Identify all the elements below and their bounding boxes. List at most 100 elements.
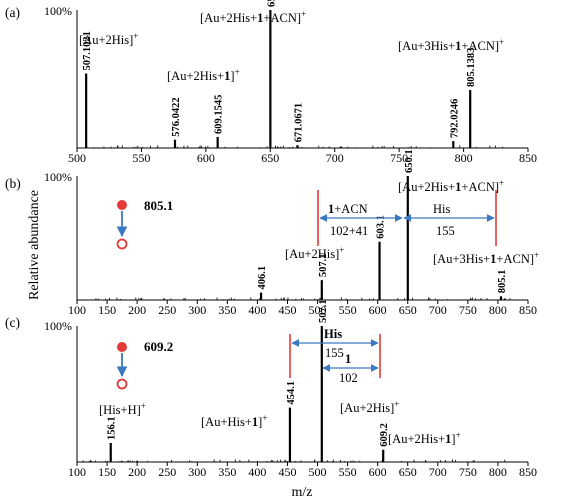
panel-c-bracket-1: 1 102: [322, 352, 379, 385]
panel-a-peak-label: 792.0246: [449, 99, 460, 138]
panel-a-peak-label: 650.0653: [266, 0, 277, 7]
panel-b: (b) 100% Relative abundance 100 150 200 250…: [5, 149, 539, 317]
x-axis-title: m/z: [292, 485, 313, 500]
panel-b-bracket-his: His 155: [403, 190, 497, 246]
panel-b-tick-label: 250: [158, 303, 176, 317]
panel-a-peak-label: 507.1021: [82, 31, 93, 70]
panel-c-ymax-label: 100%: [44, 319, 72, 333]
panel-c-bracket-his-label: His: [324, 327, 342, 341]
panel-c-peak-label: 507.1: [318, 299, 329, 323]
panel-a-tick-label: 600: [197, 151, 215, 165]
panel-a-peak-label: 805.1383: [466, 48, 477, 87]
panel-c-tick-label: 850: [519, 465, 537, 479]
panel-c-tick-label: 650: [399, 465, 417, 479]
panel-b-tick-label: 150: [98, 303, 116, 317]
panel-b-tick-label: 750: [459, 303, 477, 317]
panel-c-tick-label: 400: [248, 465, 266, 479]
panel-a-peak-label: 671.0671: [293, 103, 304, 142]
panel-a-tick-label: 500: [68, 151, 86, 165]
panel-b-letter: (b): [5, 176, 21, 191]
panel-c-tick-label: 500: [309, 465, 327, 479]
panel-a-tick-label: 800: [455, 151, 473, 165]
panel-c-annotation-auhis1: [Au+His+1]+: [201, 413, 267, 429]
panel-b-annotation-au3his1acn: [Au+3His+1+ACN]+: [433, 250, 539, 266]
panel-c-peak-label: 156.1: [107, 416, 118, 440]
panel-b-tick-label: 800: [489, 303, 507, 317]
panel-b-peak-label: 650.1: [404, 149, 415, 173]
panel-b-bracket-his-value: 155: [436, 224, 455, 238]
panel-b-tick-label: 400: [248, 303, 266, 317]
panel-a-peak-label: 609.1545: [214, 95, 225, 134]
panel-c-peaks: 156.1 454.1 507.1 609.2: [107, 299, 390, 462]
panel-a-letter: (a): [5, 5, 20, 20]
panel-c-tick-label: 300: [188, 465, 206, 479]
panel-c-tick-label: 550: [339, 465, 357, 479]
panel-c-tick-label: 600: [369, 465, 387, 479]
panel-c-tick-label: 200: [128, 465, 146, 479]
panel-b-bracket-his-label: His: [433, 202, 451, 216]
panel-c-letter: (c): [5, 315, 20, 330]
panel-b-peak-label: 603.1: [376, 215, 387, 239]
panel-b-tick-label: 700: [429, 303, 447, 317]
panel-a-annotation-au3his1acn: [Au+3His+1+ACN]+: [398, 37, 504, 53]
panel-c-bracket-1-value: 102: [339, 371, 358, 385]
panel-a-peaks: 507.1021 576.0422 609.1545 650.0653 671.0671…: [82, 0, 477, 148]
panel-a-tick-label: 550: [132, 151, 150, 165]
panel-a-tick-label: 650: [261, 151, 279, 165]
panel-b-annotation-au2his1acn: [Au+2His+1+ACN]+: [398, 178, 504, 194]
panel-c-fragment-open-marker: [116, 378, 128, 390]
panel-c-peak-label: 609.2: [379, 423, 390, 447]
panel-c-annotation-au2his1: [Au+2His+1]+: [388, 430, 461, 446]
y-axis-title: Relative abundance: [27, 190, 42, 300]
panel-a-annotation-au2his1: [Au+2His+1]+: [167, 67, 240, 83]
panel-b-tick-label: 850: [519, 303, 537, 317]
panel-a-annotation-au2his: [Au+2His]+: [79, 31, 138, 47]
panel-b-precursor-filled-marker: [117, 200, 127, 210]
panel-c-tick-label: 150: [98, 465, 116, 479]
panel-a-tick-label: 850: [519, 151, 537, 165]
panel-b-ymax-label: 100%: [44, 170, 72, 184]
panel-b-bracket-1acn: 1+ACN 102+41: [317, 190, 403, 246]
panel-b-bracket-1acn-label: 1+ACN: [328, 202, 368, 216]
panel-b-precursor-mz: 805.1: [144, 198, 173, 213]
panel-b-tick-label: 200: [128, 303, 146, 317]
panel-b-tick-label: 500: [309, 303, 327, 317]
panel-a-ymax-label: 100%: [44, 4, 72, 18]
panel-c-tick-label: 100: [68, 465, 86, 479]
panel-b-peaks: 406.1 507.1 603.1 650.1 805.1: [257, 149, 508, 300]
panel-c-precursor-filled-marker: [117, 342, 127, 352]
panel-c-tick-label: 350: [218, 465, 236, 479]
panel-c-tick-label: 450: [278, 465, 296, 479]
panel-b-peak-label: 507.1: [318, 254, 329, 278]
panel-b-tick-label: 300: [188, 303, 206, 317]
panel-c-baseline-noise: [82, 459, 506, 462]
panel-c: (c) 100% 100 150 200 250 300 350 400 450 500 550 6…: [5, 299, 537, 500]
panel-c-tick-label: 700: [429, 465, 447, 479]
panel-b-annotation-au2his: [Au+2His]+: [285, 245, 344, 261]
panel-b-fragment-open-marker: [116, 238, 128, 250]
panel-c-annotation-hish: [His+H]+: [99, 401, 146, 417]
panel-c-tick-label: 250: [158, 465, 176, 479]
panel-c-tick-label: 800: [489, 465, 507, 479]
panel-a-x-ticks: 500 550 600 650 700 750 800 850: [68, 148, 537, 165]
panel-b-tick-label: 650: [399, 303, 417, 317]
panel-a: (a) 100% 500 550 600 650 700 750 800 850 507.10…: [5, 0, 537, 165]
panel-a-tick-label: 750: [390, 151, 408, 165]
panel-b-tick-label: 450: [278, 303, 296, 317]
panel-a-peak-label: 576.0422: [171, 97, 182, 136]
panel-b-tick-label: 100: [68, 303, 86, 317]
panel-c-x-ticks: 100 150 200 250 300 350 400 450 500 550 600 650 700 7…: [68, 462, 537, 479]
panel-b-peak-label: 805.1: [497, 270, 508, 294]
panel-b-tick-label: 600: [369, 303, 387, 317]
panel-c-bracket-his-value: 155: [325, 346, 344, 360]
panel-c-bracket-his: His 155: [289, 327, 381, 378]
panel-c-annotation-au2his: [Au+2His]+: [340, 399, 399, 415]
panel-b-tick-label: 550: [339, 303, 357, 317]
panel-a-tick-label: 700: [326, 151, 344, 165]
panel-b-peak-label: 406.1: [257, 266, 268, 290]
panel-b-baseline-noise: [95, 297, 511, 300]
panel-b-bracket-1acn-value: 102+41: [330, 224, 368, 238]
panel-c-bracket-1-label: 1: [345, 352, 351, 366]
panel-b-x-ticks: 100 150 200 250 300 350 400 450 500 550 600 650 700 7…: [68, 300, 537, 317]
panel-c-peak-label: 454.1: [286, 381, 297, 405]
